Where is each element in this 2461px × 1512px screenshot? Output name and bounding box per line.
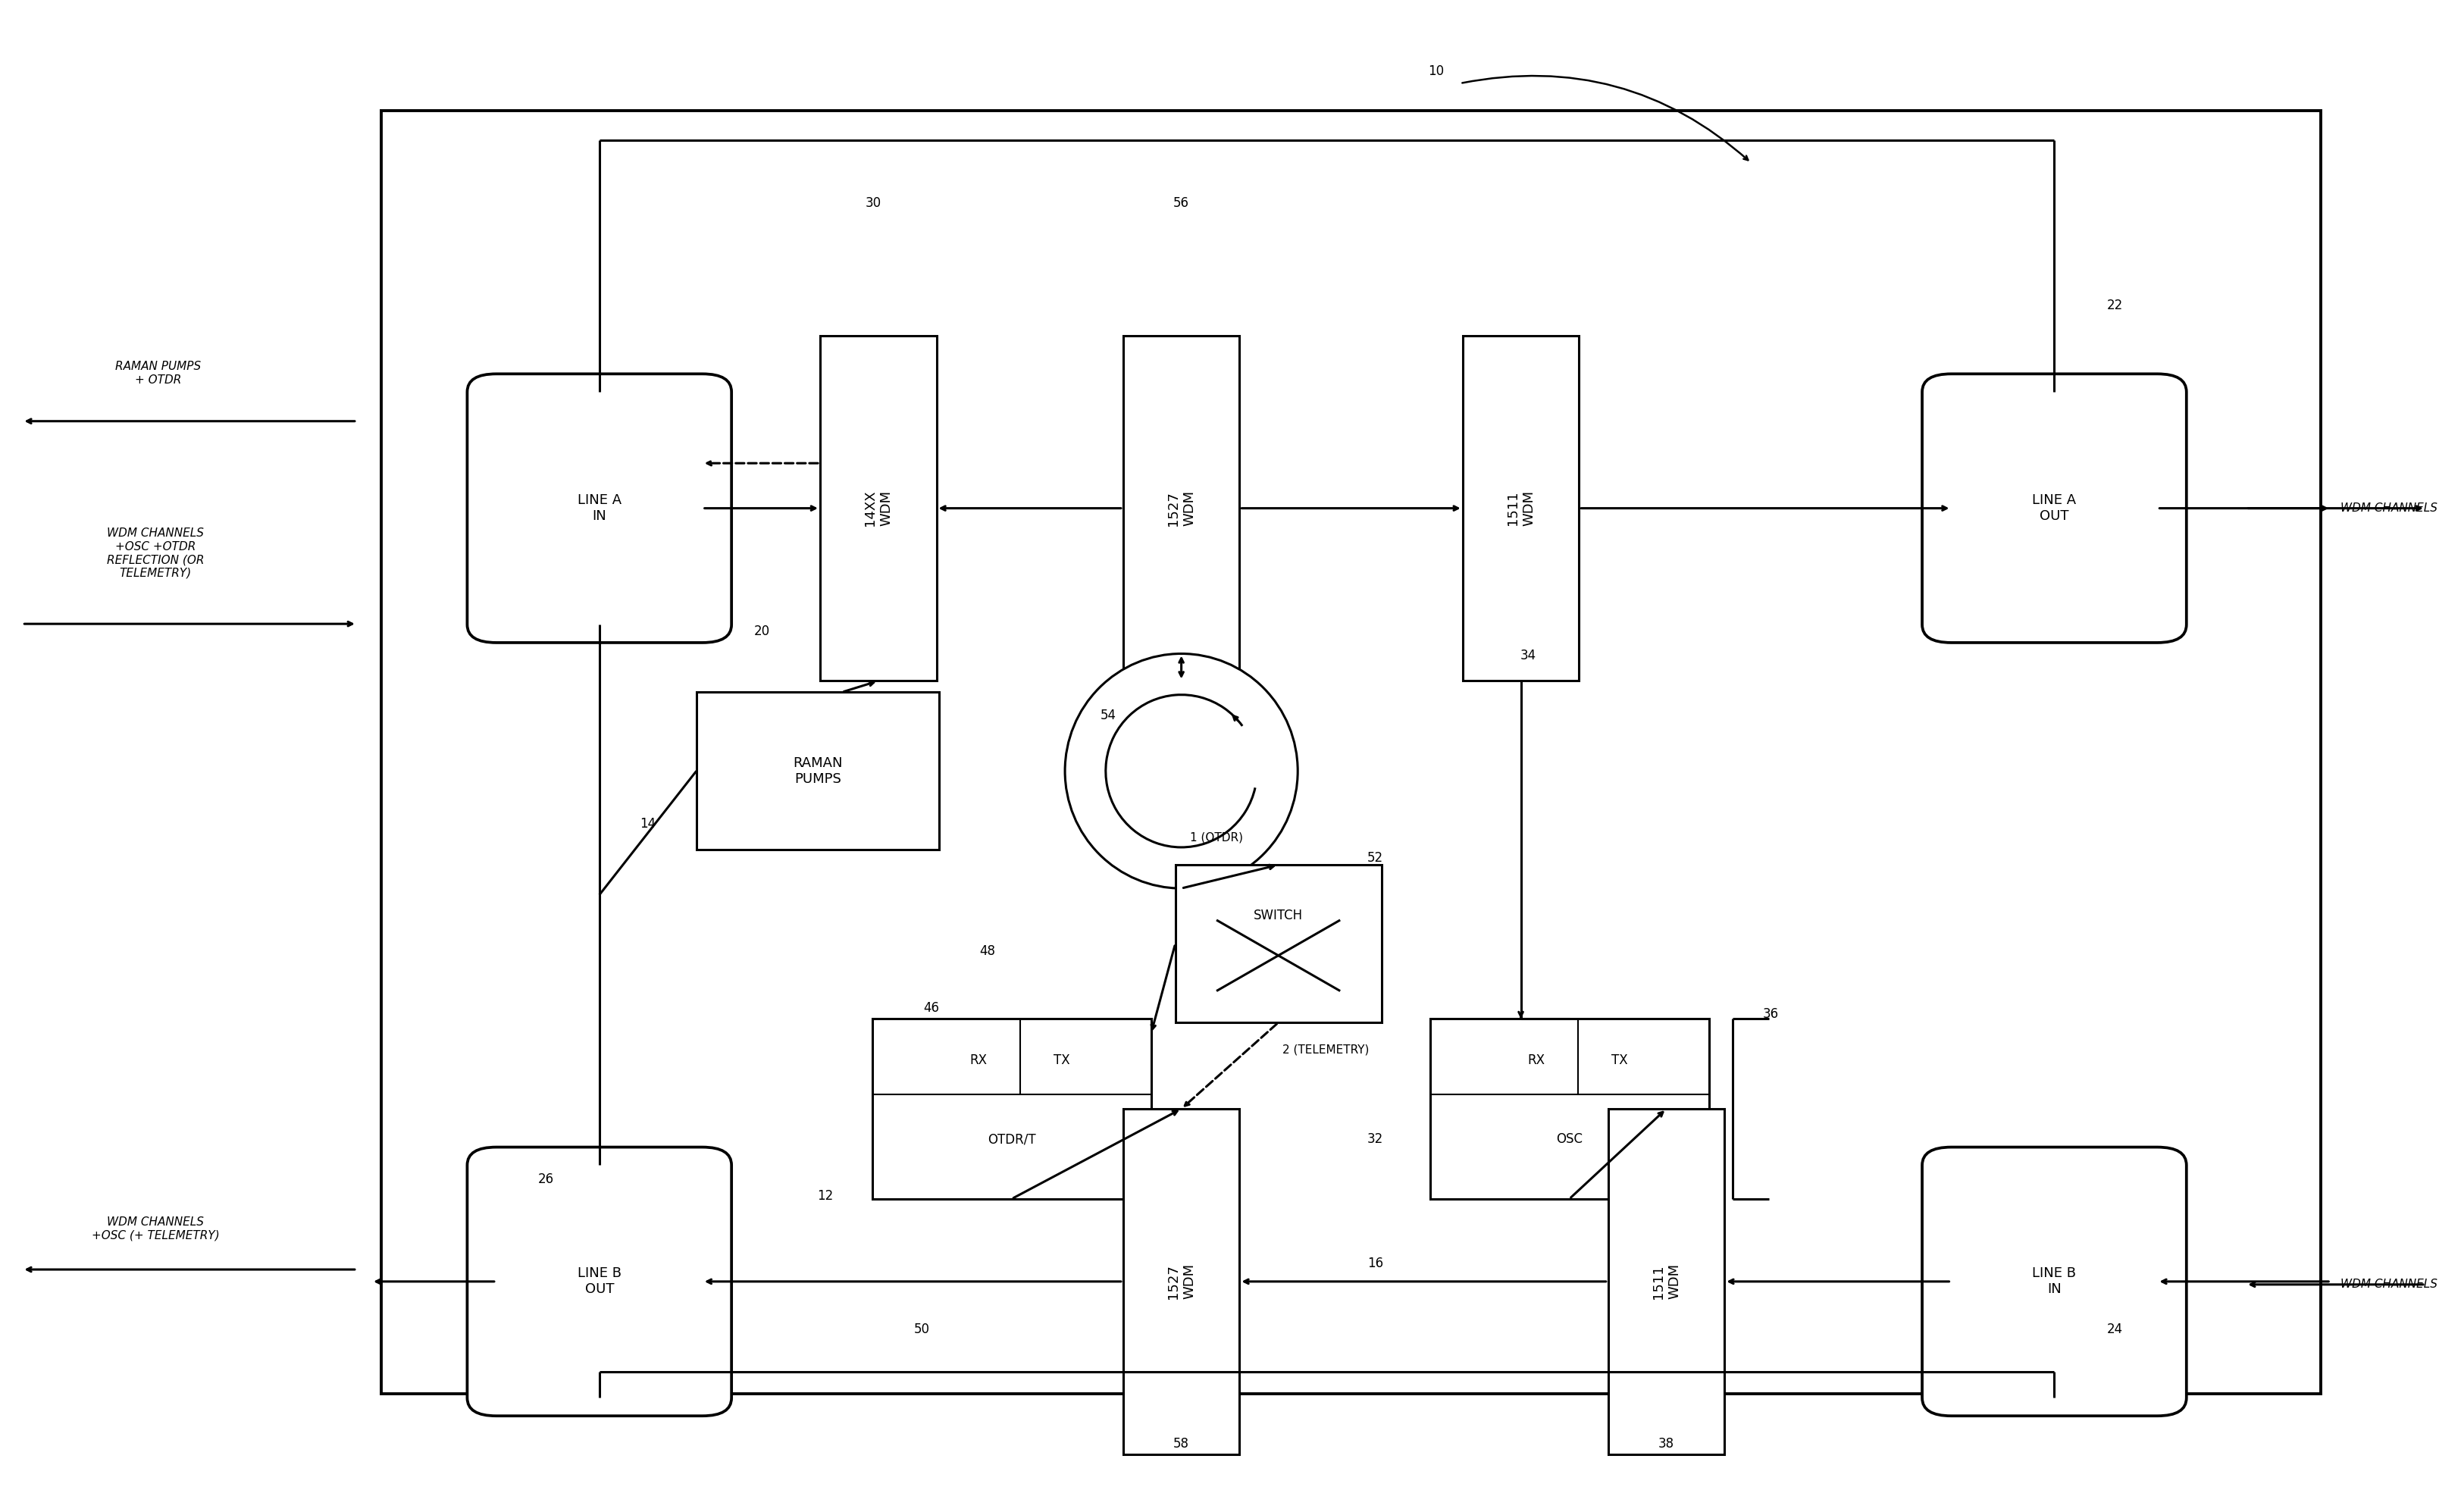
Bar xyxy=(1122,1108,1240,1455)
Text: 32: 32 xyxy=(1366,1132,1383,1146)
Text: RX: RX xyxy=(970,1054,987,1067)
Text: 46: 46 xyxy=(923,1001,940,1015)
FancyBboxPatch shape xyxy=(1922,1148,2185,1415)
Text: 20: 20 xyxy=(753,624,770,638)
Bar xyxy=(696,692,938,850)
Text: 2 (TELEMETRY): 2 (TELEMETRY) xyxy=(1282,1043,1368,1055)
Bar xyxy=(1607,1108,1725,1455)
Bar xyxy=(820,336,935,680)
Text: WDM CHANNELS: WDM CHANNELS xyxy=(2340,502,2436,514)
Bar xyxy=(1462,336,1578,680)
Bar xyxy=(1430,1019,1708,1199)
Text: 50: 50 xyxy=(913,1323,930,1337)
Text: 1527
WDM: 1527 WDM xyxy=(1167,1264,1196,1299)
Text: 24: 24 xyxy=(2107,1323,2121,1337)
Text: 38: 38 xyxy=(1659,1436,1673,1450)
Text: LINE A
OUT: LINE A OUT xyxy=(2033,493,2075,523)
Text: 14: 14 xyxy=(640,816,655,830)
Text: 22: 22 xyxy=(2107,299,2121,313)
Text: TX: TX xyxy=(1612,1054,1627,1067)
Ellipse shape xyxy=(1066,653,1297,889)
Text: WDM CHANNELS
+OSC (+ TELEMETRY): WDM CHANNELS +OSC (+ TELEMETRY) xyxy=(91,1217,219,1241)
Text: 52: 52 xyxy=(1366,851,1383,865)
Bar xyxy=(1174,865,1381,1022)
Text: TX: TX xyxy=(1053,1054,1071,1067)
Text: WDM CHANNELS: WDM CHANNELS xyxy=(2340,1279,2436,1290)
Text: 16: 16 xyxy=(1366,1256,1383,1270)
Text: LINE B
IN: LINE B IN xyxy=(2033,1267,2075,1296)
Text: 30: 30 xyxy=(866,197,881,210)
Text: 34: 34 xyxy=(1518,649,1536,662)
Text: 1511
WDM: 1511 WDM xyxy=(1506,490,1536,526)
Text: OSC: OSC xyxy=(1555,1132,1582,1146)
FancyBboxPatch shape xyxy=(468,1148,731,1415)
Text: 58: 58 xyxy=(1174,1436,1189,1450)
Text: 14XX
WDM: 14XX WDM xyxy=(864,490,893,526)
Text: OTDR/T: OTDR/T xyxy=(987,1132,1036,1146)
Text: RX: RX xyxy=(1526,1054,1543,1067)
Bar xyxy=(871,1019,1152,1199)
Text: LINE B
OUT: LINE B OUT xyxy=(578,1267,620,1296)
Text: 1511
WDM: 1511 WDM xyxy=(1651,1264,1681,1299)
Text: SWITCH: SWITCH xyxy=(1253,909,1302,922)
Text: RAMAN
PUMPS: RAMAN PUMPS xyxy=(792,756,842,786)
Bar xyxy=(1122,336,1240,680)
Text: WDM CHANNELS
+OSC +OTDR
REFLECTION (OR
TELEMETRY): WDM CHANNELS +OSC +OTDR REFLECTION (OR T… xyxy=(106,528,204,579)
Text: 12: 12 xyxy=(817,1188,832,1202)
FancyBboxPatch shape xyxy=(1922,373,2185,643)
Text: 1 (OTDR): 1 (OTDR) xyxy=(1189,832,1243,844)
Text: 10: 10 xyxy=(1427,65,1445,79)
FancyBboxPatch shape xyxy=(468,373,731,643)
Bar xyxy=(381,110,2321,1394)
Text: 48: 48 xyxy=(979,945,994,959)
Text: 36: 36 xyxy=(1762,1007,1777,1021)
Text: 56: 56 xyxy=(1174,197,1189,210)
Text: LINE A
IN: LINE A IN xyxy=(578,493,620,523)
Text: 26: 26 xyxy=(539,1173,554,1187)
Text: 1527
WDM: 1527 WDM xyxy=(1167,490,1196,526)
Text: RAMAN PUMPS
+ OTDR: RAMAN PUMPS + OTDR xyxy=(116,361,202,386)
Text: 54: 54 xyxy=(1100,709,1117,723)
